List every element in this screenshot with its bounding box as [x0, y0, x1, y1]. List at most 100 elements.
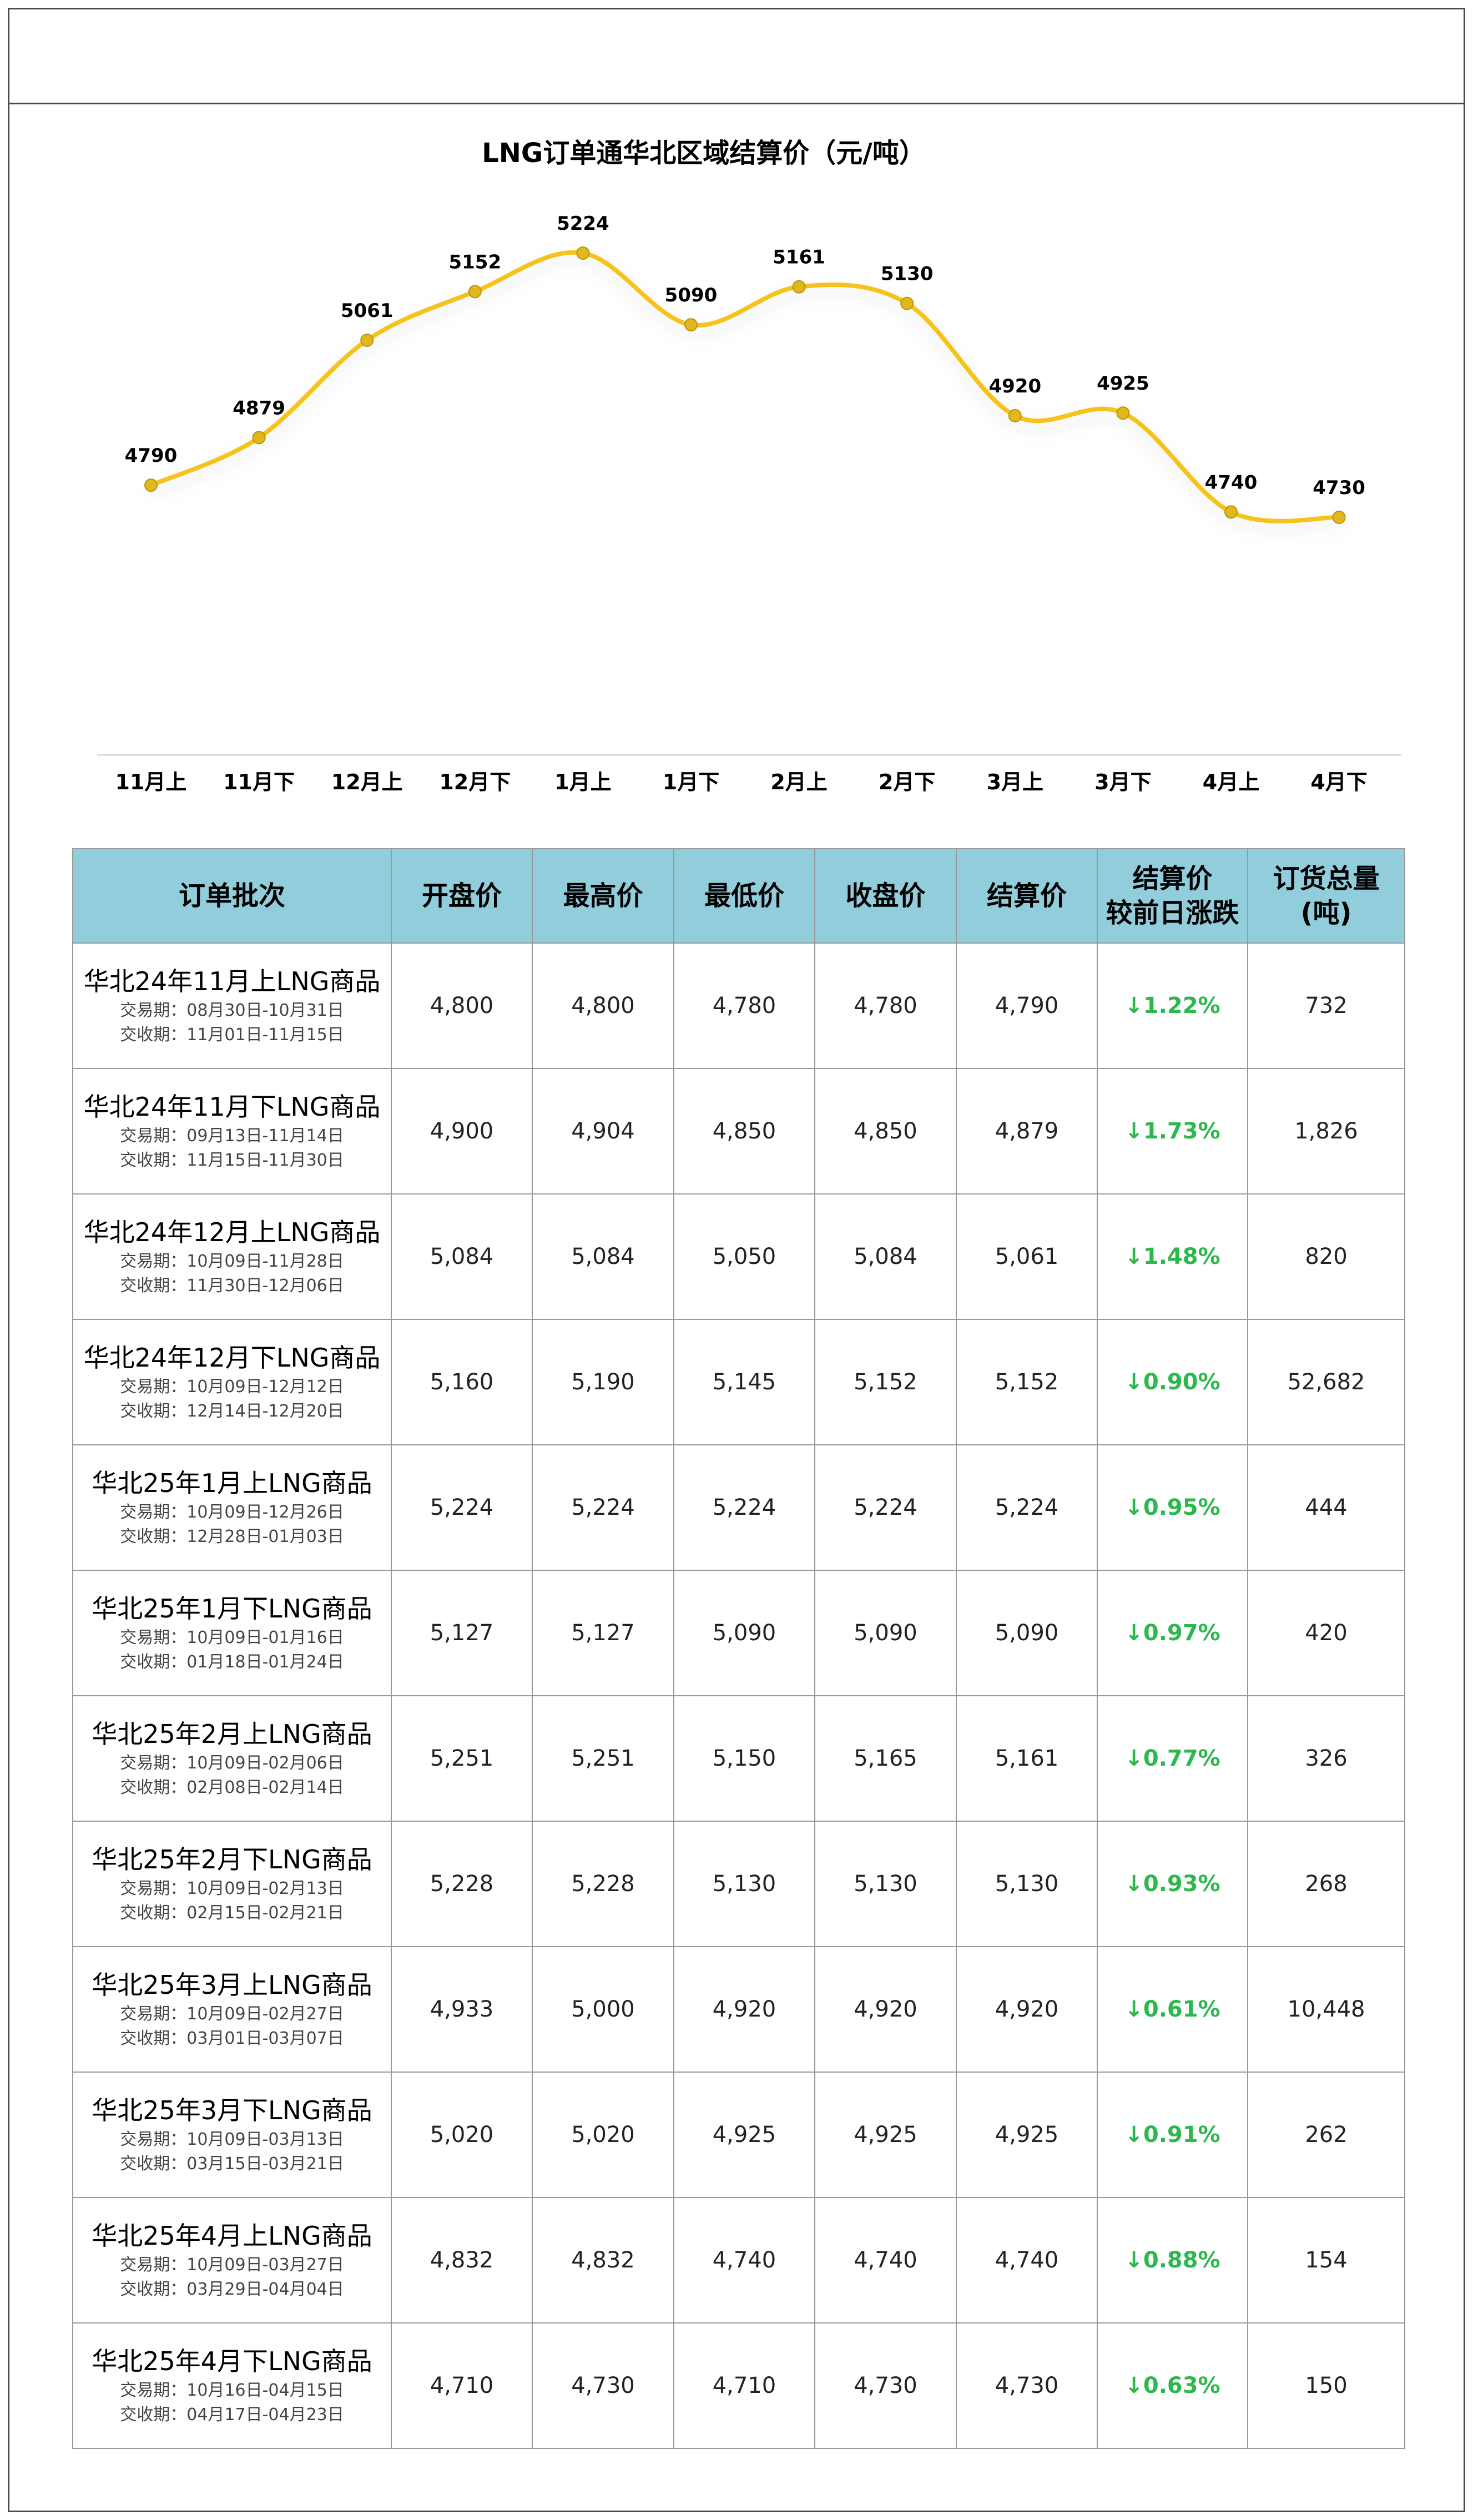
batch-name: 华北25年3月下LNG商品	[92, 2095, 372, 2125]
column-header: 最高价	[532, 848, 674, 944]
volume-cell: 820	[1247, 1193, 1405, 1320]
volume-cell: 262	[1247, 2072, 1405, 2198]
price-cell: 4,780	[673, 943, 815, 1069]
table-row: 华北24年12月下LNG商品 交易期：10月09日-12月12日 交收期：12月14…	[72, 1319, 1405, 1445]
change-cell: ↓1.73%	[1097, 1068, 1248, 1195]
chart-title: LNG订单通华北区域结算价（元/吨）	[482, 138, 926, 169]
price-cell: 5,224	[532, 1444, 674, 1571]
price-cell: 4,790	[956, 943, 1098, 1069]
table-header-row: 订单批次 开盘价 最高价 最低价 收盘价 结算价 结算价 较前日涨跌 订货总量 (吨)	[72, 848, 1405, 944]
column-header: 订货总量 (吨)	[1247, 848, 1405, 944]
price-cell: 5,228	[532, 1821, 674, 1947]
volume-cell: 326	[1247, 1695, 1405, 1822]
column-header: 订单批次	[72, 848, 392, 944]
price-cell: 4,879	[956, 1068, 1098, 1195]
batch-cell: 华北25年2月下LNG商品 交易期：10月09日-02月13日 交收期：02月15日…	[72, 1821, 392, 1947]
batch-period: 交易期：10月09日-03月13日	[120, 2130, 344, 2149]
data-label: 4790	[125, 445, 178, 467]
batch-cell: 华北25年3月上LNG商品 交易期：10月09日-02月27日 交收期：03月01日…	[72, 1946, 392, 2073]
price-cell: 4,710	[673, 2322, 815, 2449]
batch-period: 交易期：08月30日-10月31日	[120, 1001, 344, 1020]
batch-cell: 华北25年1月下LNG商品 交易期：10月09日-01月16日 交收期：01月18日…	[72, 1570, 392, 1696]
table-row: 华北25年4月下LNG商品交易期：10月16日-04月15日 交收期：04月17日…	[72, 2322, 1405, 2449]
column-header: 收盘价	[814, 848, 957, 944]
batch-period: 交易期：10月09日-11月28日	[120, 1252, 344, 1271]
volume-cell: 52,682	[1247, 1319, 1405, 1445]
x-tick-label: 1月上	[554, 770, 611, 794]
price-cell: 4,850	[673, 1068, 815, 1195]
data-point	[900, 296, 914, 310]
data-label: 5130	[881, 263, 934, 285]
price-cell: 4,904	[532, 1068, 674, 1195]
volume-cell: 10,448	[1247, 1946, 1405, 2073]
price-cell: 5,152	[814, 1319, 957, 1445]
volume-cell: 268	[1247, 1821, 1405, 1947]
price-cell: 5,228	[391, 1821, 533, 1947]
batch-cell: 华北25年4月上LNG商品 交易期：10月09日-03月27日 交收期：03月29日…	[72, 2197, 392, 2324]
batch-name: 华北24年11月下LNG商品	[83, 1092, 381, 1122]
data-label: 5061	[341, 300, 394, 322]
batch-period: 交收期：04月17日-04月23日	[120, 2405, 344, 2425]
batch-period: 交易期：09月13日-11月14日	[120, 1126, 344, 1146]
batch-name: 华北24年12月上LNG商品	[83, 1217, 381, 1247]
data-point	[1008, 409, 1022, 422]
line-chart: LNG订单通华北区域结算价（元/吨） 4790 4879 5061 5152 5224 5…	[97, 138, 1401, 794]
table-row: 华北25年3月上LNG商品 交易期：10月09日-02月27日 交收期：03月01日…	[72, 1946, 1405, 2073]
volume-cell: 420	[1247, 1570, 1405, 1696]
price-cell: 4,900	[391, 1068, 533, 1195]
table-row: 华北25年1月下LNG商品 交易期：10月09日-01月16日 交收期：01月18日…	[72, 1570, 1405, 1696]
price-cell: 5,251	[532, 1695, 674, 1822]
batch-cell: 华北25年3月下LNG商品 交易期：10月09日-03月13日 交收期：03月15日…	[72, 2072, 392, 2198]
batch-period: 交收期：03月01日-03月07日	[120, 2029, 344, 2048]
batch-period: 交收期：12月14日-12月20日	[120, 1402, 344, 1421]
batch-period: 交易期：10月16日-04月15日	[120, 2381, 344, 2400]
x-tick-label: 11月下	[223, 770, 295, 794]
batch-period: 交易期：10月09日-02月06日	[120, 1753, 344, 1773]
data-point	[1224, 505, 1238, 519]
change-value: ↓0.91%	[1124, 2122, 1220, 2148]
settlement-table: 订单批次 开盘价 最高价 最低价 收盘价 结算价 结算价 较前日涨跌 订货总量 (吨) 华北24年…	[72, 848, 1405, 2449]
data-label: 4925	[1097, 372, 1149, 395]
batch-name: 华北25年4月上LNG商品	[92, 2221, 372, 2251]
batch-cell: 华北24年12月下LNG商品 交易期：10月09日-12月12日 交收期：12月14…	[72, 1319, 392, 1445]
price-cell: 5,090	[814, 1570, 957, 1696]
change-value: ↓0.97%	[1124, 1620, 1220, 1646]
data-labels: 4790 4879 5061 5152 5224 5090 5161 5130 4920 4925…	[125, 213, 1365, 499]
column-header: 最低价	[673, 848, 815, 944]
price-cell: 4,933	[391, 1946, 533, 2073]
change-value: ↓0.63%	[1124, 2373, 1220, 2398]
volume-cell: 1,826	[1247, 1068, 1405, 1195]
table-row: 华北25年3月下LNG商品 交易期：10月09日-03月13日 交收期：03月15日…	[72, 2072, 1405, 2198]
price-cell: 5,020	[532, 2072, 674, 2198]
x-tick-label: 2月下	[879, 770, 935, 794]
table-row: 华北24年11月下LNG商品 交易期：09月13日-11月14日 交收期：11月15…	[72, 1068, 1405, 1195]
price-cell: 4,780	[814, 943, 957, 1069]
batch-name: 华北25年1月下LNG商品	[92, 1594, 372, 1624]
series-line	[149, 250, 1341, 523]
price-cell: 5,150	[673, 1695, 815, 1822]
batch-name: 华北25年4月下LNG商品	[92, 2346, 372, 2376]
price-cell: 5,090	[673, 1570, 815, 1696]
data-point	[468, 285, 482, 299]
price-cell: 5,130	[673, 1821, 815, 1947]
header-bar	[8, 8, 1465, 104]
change-value: ↓0.95%	[1124, 1495, 1220, 1520]
data-label: 4879	[233, 397, 285, 419]
batch-name: 华北25年2月下LNG商品	[92, 1844, 372, 1874]
x-tick-label: 12月上	[331, 770, 403, 794]
price-cell: 4,730	[814, 2322, 957, 2449]
price-cell: 5,224	[956, 1444, 1098, 1571]
price-cell: 4,730	[956, 2322, 1098, 2449]
change-value: ↓0.88%	[1124, 2247, 1220, 2273]
data-label: 4740	[1205, 471, 1258, 493]
batch-name: 华北25年1月上LNG商品	[92, 1468, 372, 1498]
price-cell: 4,710	[391, 2322, 533, 2449]
price-cell: 5,000	[532, 1946, 674, 2073]
price-cell: 5,152	[956, 1319, 1098, 1445]
price-cell: 5,127	[532, 1570, 674, 1696]
table-row: 华北25年4月上LNG商品 交易期：10月09日-03月27日 交收期：03月29日…	[72, 2197, 1405, 2324]
price-cell: 5,061	[956, 1193, 1098, 1320]
price-cell: 4,800	[391, 943, 533, 1069]
volume-cell: 150	[1247, 2322, 1405, 2449]
price-cell: 5,084	[391, 1193, 533, 1320]
